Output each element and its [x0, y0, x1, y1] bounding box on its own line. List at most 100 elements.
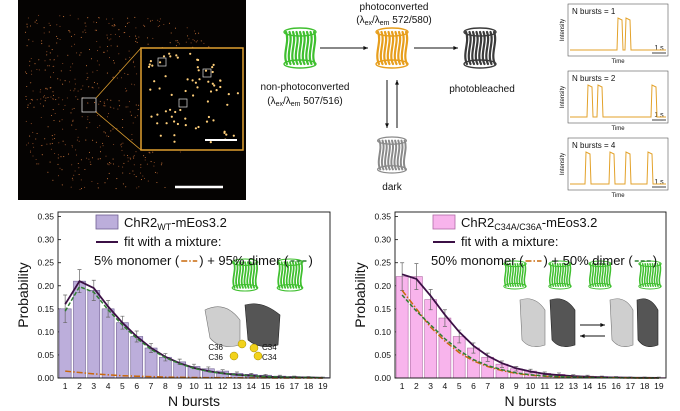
x-tick-label: 3 — [428, 381, 433, 391]
cell-dot — [54, 134, 56, 136]
bar — [395, 276, 409, 379]
cell-dot — [133, 164, 135, 166]
cell-dot — [132, 156, 134, 158]
single-molecule — [184, 89, 187, 93]
cell-dot — [74, 78, 76, 80]
spec-part: 572/580) — [390, 15, 432, 26]
single-molecule — [170, 93, 173, 96]
cell-dot — [41, 144, 43, 146]
cell-dot — [99, 158, 101, 160]
x-tick-label: 14 — [247, 381, 257, 391]
cell-dot — [86, 157, 88, 159]
cell-dot — [38, 59, 40, 61]
x-tick-label: 6 — [134, 381, 139, 391]
error-bar — [63, 294, 68, 324]
x-tick-label: 13 — [569, 381, 579, 391]
x-tick-label: 2 — [414, 381, 419, 391]
cell-dot — [56, 24, 58, 26]
cell-dot — [103, 51, 105, 53]
cell-dot — [208, 46, 210, 48]
single-molecule — [207, 115, 210, 119]
cell-dot — [122, 118, 124, 121]
cell-dot — [104, 51, 106, 53]
cell-dot — [195, 41, 197, 43]
single-molecule — [158, 87, 161, 90]
cell-dot — [27, 142, 29, 144]
cell-dot — [97, 183, 99, 185]
single-molecule — [197, 125, 200, 129]
cell-dot — [84, 186, 86, 188]
cell-dot — [30, 98, 32, 101]
cell-dot — [26, 144, 28, 146]
cell-dot — [80, 188, 83, 190]
cell-dot — [111, 25, 113, 27]
single-molecule — [204, 69, 208, 72]
cell-dot — [129, 111, 131, 113]
cell-dot — [67, 54, 69, 56]
protein-strand — [393, 30, 398, 66]
cell-dot — [131, 83, 133, 85]
error-bar — [499, 360, 504, 368]
cell-dot — [26, 23, 28, 25]
channel — [549, 298, 576, 347]
single-molecule — [159, 134, 162, 137]
protein-strand — [516, 263, 520, 287]
cell-dot — [47, 126, 49, 128]
cell-dot — [71, 124, 73, 126]
protein-strand — [553, 263, 557, 287]
cell-dot — [138, 104, 140, 106]
cell-dot — [29, 65, 31, 67]
arrow-head — [453, 46, 458, 50]
cell-dot — [143, 177, 146, 179]
error-bar — [414, 263, 419, 290]
single-molecule — [173, 140, 176, 143]
single-molecule — [186, 78, 189, 81]
single-molecule — [150, 115, 153, 118]
protein-cap — [463, 59, 497, 69]
trace-label: N bursts = 1 — [572, 7, 616, 16]
cell-dot — [58, 142, 60, 144]
single-molecule — [196, 66, 199, 69]
cell-dot — [118, 29, 120, 31]
cell-dot — [103, 131, 105, 133]
cell-dot — [97, 187, 99, 189]
protein-strand — [285, 261, 289, 289]
cell-dot — [90, 58, 93, 60]
cell-dot — [59, 38, 61, 41]
arrow-head — [385, 123, 389, 128]
cell-dot — [144, 159, 146, 161]
cell-dot — [52, 109, 54, 111]
x-tick-label: 4 — [443, 381, 448, 391]
protein-cap — [276, 284, 304, 292]
single-molecule — [212, 119, 215, 122]
cell-dot — [41, 154, 43, 156]
cell-dot — [50, 114, 53, 117]
cell-dot — [53, 65, 55, 67]
cell-dot — [113, 23, 115, 26]
cell-dot — [126, 89, 128, 92]
cell-dot — [156, 172, 158, 174]
cell-dot — [68, 81, 71, 83]
x-tick-label: 5 — [120, 381, 125, 391]
fit-line — [64, 285, 323, 379]
cell-dot — [188, 38, 190, 40]
x-tick-label: 16 — [275, 381, 285, 391]
cell-dot — [124, 31, 126, 34]
cell-dot — [38, 163, 40, 165]
cell-dot — [91, 157, 94, 159]
cell-dot — [53, 119, 55, 122]
protein-cap — [548, 282, 572, 290]
cell-dot — [32, 155, 34, 157]
protein-strand — [291, 261, 295, 289]
cell-dot — [193, 30, 196, 32]
error-bar — [442, 309, 447, 327]
cell-dot — [102, 142, 104, 144]
residue-label: C34 — [262, 353, 277, 362]
protein-strand — [384, 139, 388, 171]
cell-dot — [40, 98, 42, 100]
cell-dot — [116, 77, 118, 79]
cell-dot — [140, 166, 142, 168]
cell-dot — [103, 101, 105, 103]
cell-dot — [92, 71, 94, 73]
cell-dot — [112, 77, 114, 79]
